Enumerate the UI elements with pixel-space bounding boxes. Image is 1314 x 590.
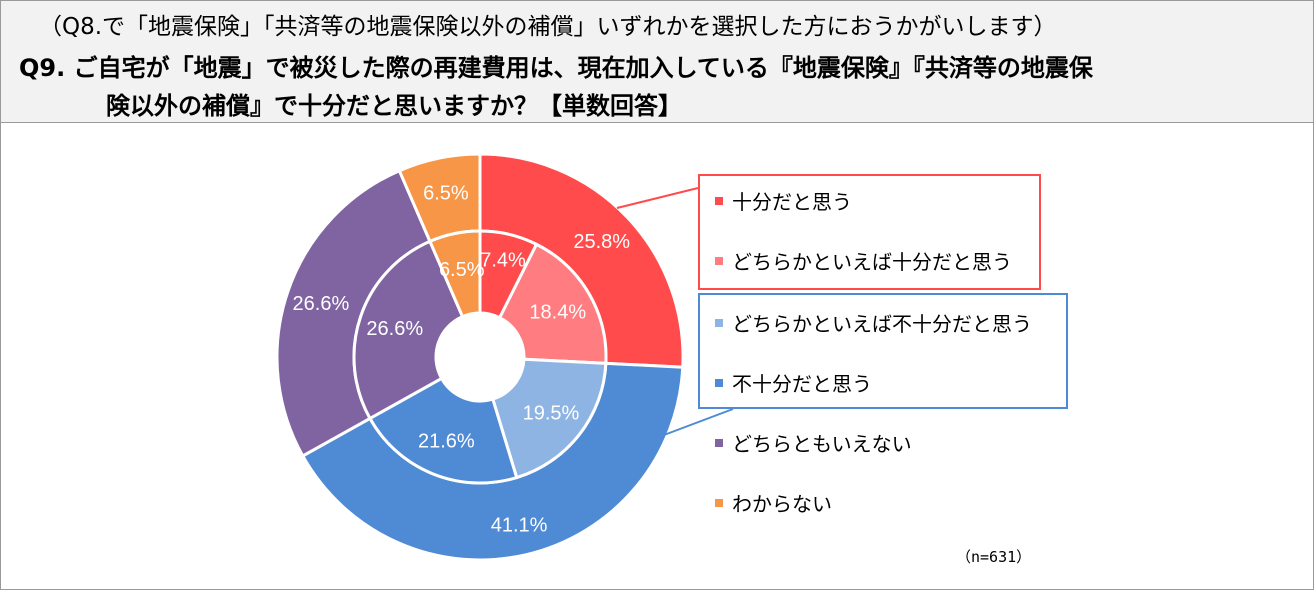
legend-label: どちらかといえば不十分だと思う xyxy=(732,312,1032,336)
inner-data-label-3: 21.6% xyxy=(418,430,475,452)
question-title-line-1: Q9. ご自宅が「地震」で被災した際の再建費用は、現在加入している『地震保険』『… xyxy=(19,54,1093,82)
question-title-line-2: 険以外の補償』で十分だと思いますか？【単数回答】 xyxy=(106,92,682,120)
sample-size-label: （n=631） xyxy=(956,548,1032,566)
legend-item-neither: どちらともいえない xyxy=(715,428,912,457)
inner-data-label-0: 7.4% xyxy=(480,250,526,272)
legend-label: どちらともいえない xyxy=(732,432,912,456)
insufficient-group-box xyxy=(698,293,1068,409)
legend-label: わからない xyxy=(732,492,832,516)
legend-swatch xyxy=(715,196,723,205)
question-header: （Q8.で「地震保険」「共済等の地震保険以外の補償」いずれかを選択した方におうか… xyxy=(1,1,1313,123)
inner-slice-3 xyxy=(367,376,519,485)
outer-data-label-1: 41.1% xyxy=(491,514,548,536)
inner-data-label-2: 19.5% xyxy=(523,402,580,424)
inner-data-label-1: 18.4% xyxy=(529,302,586,324)
insufficient-leader-line xyxy=(655,408,734,439)
outer-data-label-3: 6.5% xyxy=(423,182,469,204)
inner-data-label-5: 6.5% xyxy=(439,259,485,281)
legend-swatch xyxy=(715,256,723,265)
legend-label: どちらかといえば十分だと思う xyxy=(732,250,1012,274)
legend-swatch xyxy=(715,438,723,447)
inner-slice-4 xyxy=(352,239,465,421)
legend-item-insufficient: 不十分だと思う xyxy=(715,368,872,397)
legend-item-somewhat-insufficient: どちらかといえば不十分だと思う xyxy=(715,308,1032,337)
legend-item-dont-know: わからない xyxy=(715,488,832,517)
outer-data-label-0: 25.8% xyxy=(573,231,630,253)
inner-slice-2 xyxy=(490,357,608,480)
nested-donut-chart: 25.8%41.1%26.6%6.5%7.4%18.4%19.5%21.6%26… xyxy=(275,152,734,562)
inner-data-label-4: 26.6% xyxy=(366,318,423,340)
chart-area: 25.8% 41.1% 26.6% 6.5% 7.4% 18.4% 19.5% 21.6% 26… xyxy=(1,122,1313,589)
legend-swatch xyxy=(715,318,723,327)
sufficient-leader-line xyxy=(616,187,699,209)
inner-slice-5 xyxy=(427,229,482,319)
legend-swatch xyxy=(715,378,723,387)
inner-slice-1 xyxy=(497,242,608,365)
legend-label: 十分だと思う xyxy=(732,190,852,214)
sufficient-group-box xyxy=(698,174,1041,290)
legend-label: 不十分だと思う xyxy=(732,372,872,396)
legend-item-sufficient: 十分だと思う xyxy=(715,186,852,215)
legend-item-somewhat-sufficient: どちらかといえば十分だと思う xyxy=(715,246,1012,275)
outer-data-label-2: 26.6% xyxy=(293,293,350,315)
legend-swatch xyxy=(715,498,723,507)
sub-question: （Q8.で「地震保険」「共済等の地震保険以外の補償」いずれかを選択した方におうか… xyxy=(39,14,1057,40)
